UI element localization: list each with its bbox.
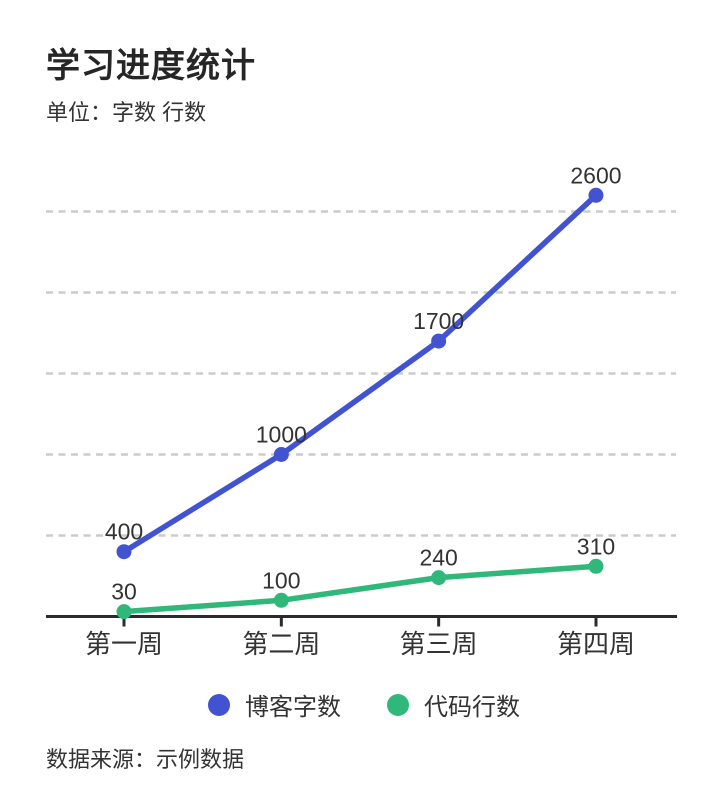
data-point-label: 1000 [256, 422, 307, 448]
data-point-label: 2600 [570, 162, 621, 188]
series-line-0 [121, 192, 599, 555]
legend-item-code-lines[interactable]: 代码行数 [387, 687, 520, 722]
data-point-label: 310 [577, 533, 615, 559]
data-point-label: 30 [111, 579, 137, 605]
series-line-1 [121, 563, 599, 615]
data-point-label: 400 [105, 519, 143, 545]
legend-marker-icon [387, 693, 409, 716]
data-point[interactable] [588, 558, 604, 574]
x-axis-label: 第三周 [400, 629, 478, 659]
data-point[interactable] [431, 333, 447, 349]
data-point[interactable] [431, 570, 447, 586]
legend-label: 代码行数 [424, 694, 520, 721]
x-axis-label: 第四周 [557, 629, 635, 659]
data-point[interactable] [273, 592, 289, 608]
data-point[interactable] [273, 447, 289, 462]
legend: 博客字数 代码行数 [0, 687, 728, 722]
data-point[interactable] [116, 544, 132, 560]
x-axis-label: 第一周 [85, 629, 163, 659]
data-point[interactable] [116, 604, 132, 620]
legend-item-blog-words[interactable]: 博客字数 [208, 687, 341, 722]
data-source-note: 数据来源：示例数据 [46, 747, 245, 772]
legend-marker-icon [208, 693, 230, 716]
chart-subtitle: 单位：字数 行数 [46, 100, 207, 125]
legend-label: 博客字数 [245, 694, 341, 721]
data-point-label: 1700 [413, 308, 464, 334]
data-point-label: 100 [262, 567, 300, 593]
chart-title: 学习进度统计 [46, 47, 256, 85]
line-chart: 第一周 第二周 第三周 第四周 400 1000 1700 2600 30 100 240 310 [46, 162, 677, 659]
data-point[interactable] [588, 187, 604, 203]
x-axis-label: 第二周 [242, 629, 320, 659]
data-point-label: 240 [419, 545, 457, 571]
